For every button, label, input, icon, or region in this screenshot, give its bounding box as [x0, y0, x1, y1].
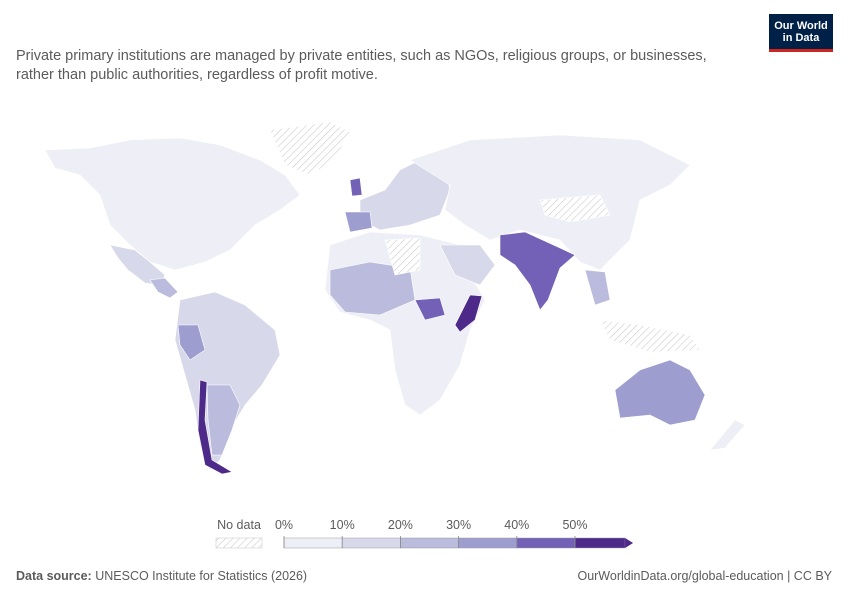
legend-tick-label: 30%: [446, 518, 471, 532]
country: [454, 294, 483, 333]
legend-bin: [458, 537, 518, 549]
legend-no-data-swatch: [215, 537, 263, 549]
legend-bin: [516, 537, 576, 549]
legend-bin: [400, 537, 459, 549]
countries: [44, 121, 746, 475]
country: [177, 324, 206, 361]
country: [197, 379, 233, 475]
legend-tick-label: 0%: [275, 518, 293, 532]
country: [599, 319, 701, 353]
legend-no-data-label: No data: [217, 518, 261, 532]
source: Data source: UNESCO Institute for Statis…: [16, 569, 307, 583]
subtitle: Private primary institutions are managed…: [16, 48, 707, 83]
legend-tick-label: 10%: [330, 518, 355, 532]
country: [499, 231, 576, 311]
legend-tick-label: 40%: [504, 518, 529, 532]
country: [149, 277, 179, 299]
country: [414, 297, 446, 321]
country: [174, 291, 281, 471]
legend-bin: [574, 537, 626, 549]
country: [384, 237, 421, 276]
source-text: UNESCO Institute for Statistics (2026): [95, 569, 308, 583]
url[interactable]: OurWorldinData.org/global-education | CC…: [577, 569, 832, 583]
country: [44, 137, 301, 271]
country: [344, 211, 373, 233]
country: [349, 177, 363, 197]
country: [709, 419, 746, 451]
legend-bin: [341, 537, 401, 549]
logo[interactable]: Our World in Data: [769, 14, 833, 52]
legend-tick-label: 50%: [562, 518, 587, 532]
country: [614, 359, 706, 426]
legend-arrow: [625, 538, 634, 548]
country: [269, 121, 351, 176]
legend-bin: [283, 537, 343, 549]
country: [539, 194, 611, 223]
country: [206, 384, 241, 456]
source-label: Data source:: [16, 569, 92, 583]
legend-tick-label: 20%: [388, 518, 413, 532]
country: [329, 261, 416, 316]
country: [584, 269, 611, 306]
country: [439, 244, 496, 286]
